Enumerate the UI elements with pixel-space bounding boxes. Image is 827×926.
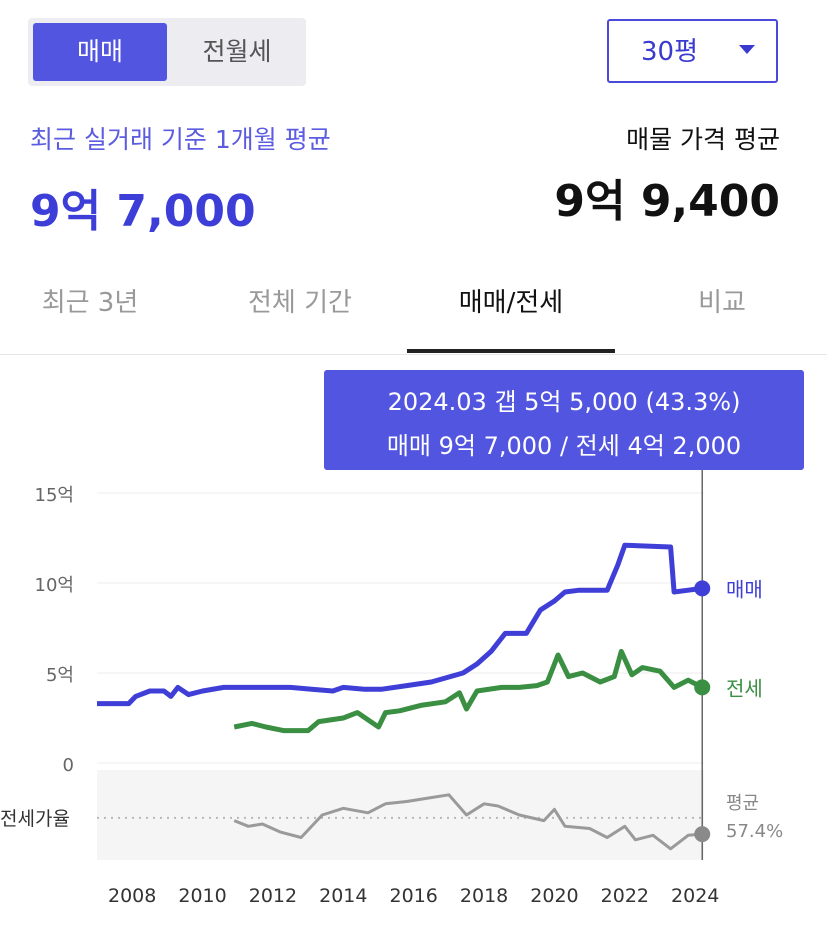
jeonse-line	[233, 648, 704, 734]
jeonse-end-point[interactable]	[694, 679, 711, 696]
y-tick-label: 15억	[35, 485, 74, 506]
tab-compare[interactable]: 비교	[698, 288, 746, 318]
y-tick-label: 5억	[46, 665, 74, 686]
price-chart[interactable]: 0 5억 10억 15억 2008 2010 2012 2014 2016 2018 2020 202…	[0, 360, 827, 920]
ratio-axis-label: 전세가율	[0, 808, 70, 830]
tabs-divider	[0, 354, 827, 355]
x-tick-label: 2012	[249, 885, 297, 907]
rent-tab-button[interactable]: 전월세	[202, 37, 272, 66]
period-tabs: 최근 3년 전체 기간 매매/전세 비교	[0, 270, 827, 356]
tab-recent-3y[interactable]: 최근 3년	[41, 288, 139, 318]
ratio-end-point[interactable]	[694, 826, 711, 843]
active-tab-underline	[407, 349, 615, 353]
x-tick-label: 2020	[530, 885, 578, 907]
sale-line	[97, 542, 703, 707]
ratio-panel-background	[97, 770, 704, 860]
ratio-average-label: 평균	[726, 793, 759, 814]
x-tick-label: 2018	[460, 885, 508, 907]
tooltip-gap-line: 2024.03 갭 5억 5,000 (43.3%)	[387, 388, 741, 416]
area-dropdown-value: 30평	[641, 37, 699, 67]
trade-type-toggle: 매매 전월세	[28, 18, 306, 86]
sale-end-label: 매매	[726, 577, 763, 601]
sale-tab-button[interactable]: 매매	[33, 23, 167, 81]
x-tick-label: 2008	[108, 885, 156, 907]
x-tick-label: 2024	[671, 885, 719, 907]
recent-price-caption: 최근 실거래 기준 1개월 평균	[30, 125, 331, 154]
y-tick-label: 0	[63, 755, 74, 776]
caret-down-icon	[739, 45, 755, 54]
jeonse-ratio-line	[233, 793, 703, 851]
listing-price-caption: 매물 가격 평균	[626, 125, 780, 154]
listing-price-value: 9억 9,400	[554, 176, 780, 227]
x-tick-label: 2010	[178, 885, 226, 907]
chart-tooltip: 2024.03 갭 5억 5,000 (43.3%) 매매 9억 7,000 /…	[324, 370, 804, 470]
jeonse-end-label: 전세	[726, 676, 763, 700]
ratio-average-value: 57.4%	[726, 821, 783, 842]
y-tick-label: 10억	[35, 575, 74, 596]
x-tick-label: 2016	[390, 885, 438, 907]
x-tick-label: 2022	[601, 885, 649, 907]
tab-sale-jeonse[interactable]: 매매/전세	[458, 288, 564, 318]
tab-all-period[interactable]: 전체 기간	[248, 288, 352, 318]
sale-end-point[interactable]	[694, 580, 711, 597]
tooltip-price-line: 매매 9억 7,000 / 전세 4억 2,000	[386, 432, 742, 460]
area-dropdown[interactable]: 30평	[607, 19, 778, 83]
x-tick-label: 2014	[319, 885, 367, 907]
recent-price-value: 9억 7,000	[30, 186, 256, 237]
